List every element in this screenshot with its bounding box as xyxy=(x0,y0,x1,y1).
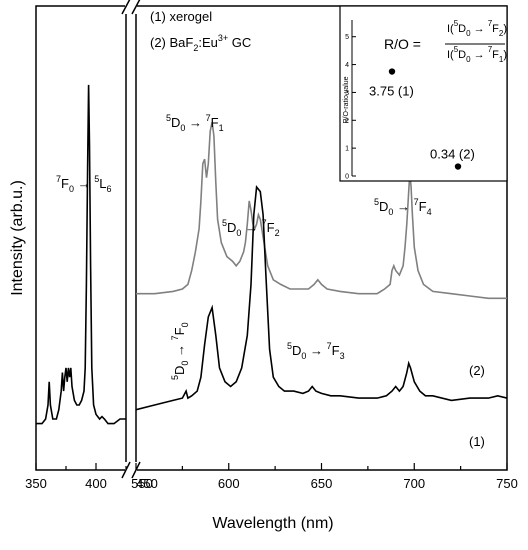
x-tick-label: 650 xyxy=(311,476,333,491)
annotation-5D0-7F1: 5D0 → 7F1 xyxy=(166,113,224,133)
inset-y-tick-label: 2 xyxy=(345,118,349,125)
x-tick-label: 550 xyxy=(131,476,153,491)
inset-y-tick-label: 3 xyxy=(345,90,349,97)
legend-entry-2: (2) BaF2:Eu3+ GC xyxy=(150,33,251,53)
series-1-left-line xyxy=(36,84,126,425)
annotation-7F0-5L6: 7F0 → 5L6 xyxy=(56,174,111,194)
inset-point xyxy=(388,68,396,75)
inset-chart: 0 1 2 3 4 5 R/O-ratio value R/O = I(5D0 → 7F2… xyxy=(339,5,508,182)
x-tick-label: 600 xyxy=(218,476,240,491)
legend-entry-1: (1) xerogel xyxy=(150,9,212,24)
inset-formula-denominator: I(5D0 → 7F1) xyxy=(447,45,507,64)
axis-break-top xyxy=(121,0,141,15)
x-tick-label: 750 xyxy=(496,476,518,491)
inset-point-label: 0.34 (2) xyxy=(430,147,475,162)
x-axis-ticks xyxy=(35,463,508,470)
inset-point xyxy=(454,163,462,170)
inset-y-ticks: 0 1 2 3 4 5 xyxy=(345,34,356,181)
inset-formula-lhs: R/O = xyxy=(384,36,421,52)
annotation-5D0-7F4: 5D0 → 7F4 xyxy=(374,197,432,217)
x-tick-label: 450 xyxy=(136,476,158,491)
inset-y-tick-label: 4 xyxy=(345,62,349,69)
x-tick-label: 700 xyxy=(403,476,425,491)
inset-y-tick-label: 1 xyxy=(345,146,349,153)
inset-y-tick-label: 0 xyxy=(345,174,349,181)
y-axis-title: Intensity (arb.u.) xyxy=(9,180,26,296)
plot-frame xyxy=(35,5,508,471)
series-label-1: (1) xyxy=(469,434,485,449)
inset-y-axis-title: R/O-ratio value xyxy=(343,76,350,123)
inset-y-tick-label: 5 xyxy=(345,34,349,41)
x-tick-label: 400 xyxy=(85,476,107,491)
annotation-5D0-7F3: 5D0 → 7F3 xyxy=(287,341,345,361)
annotation-5D0-7F0: 5D0 → 7F0 xyxy=(170,322,190,380)
annotation-5D0-7F2: 5D0 → 7F2 xyxy=(222,218,280,238)
x-tick-label: 350 xyxy=(25,476,47,491)
inset-formula-numerator: I(5D0 → 7F2) xyxy=(447,19,507,38)
series-1-line xyxy=(136,184,507,411)
series-label-2: (2) xyxy=(469,363,485,378)
inset-point-label: 3.75 (1) xyxy=(369,84,414,99)
x-axis-title: Wavelength (nm) xyxy=(212,515,333,532)
